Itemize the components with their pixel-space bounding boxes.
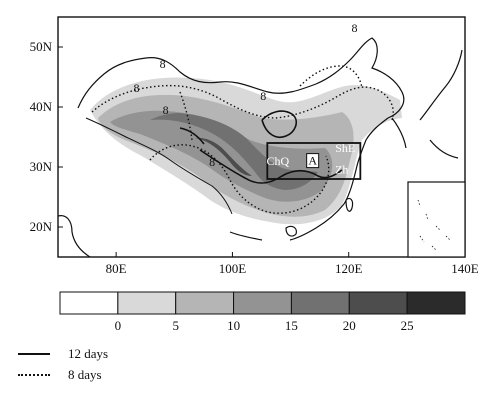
map-content xyxy=(58,37,463,257)
coastline xyxy=(58,37,405,257)
colorbar-label: 20 xyxy=(343,318,356,333)
contour-value-label: 8 xyxy=(160,57,166,71)
contour-labels: 8 8 8 8 8 8 xyxy=(133,21,357,169)
taiwan-island xyxy=(345,197,354,212)
map-frame xyxy=(57,16,466,258)
contour-12-days xyxy=(179,110,343,184)
legend-label-12-days: 12 days xyxy=(68,346,109,361)
legend-item-12-days: 12 days xyxy=(18,346,108,362)
contour-value-label: 8 xyxy=(352,21,358,35)
region-label: A xyxy=(308,154,317,168)
contour-value-label: 8 xyxy=(209,155,215,169)
region-labels: ChQ A ShE Zh xyxy=(266,141,355,177)
colorbar-label: 0 xyxy=(115,318,122,333)
lon-tick-label: 100E xyxy=(219,261,247,276)
analysis-box xyxy=(266,142,362,180)
region-label: ChQ xyxy=(266,154,289,168)
contour-value-label: 8 xyxy=(133,81,139,95)
colorbar-swatch xyxy=(290,291,350,315)
legend-dotted-line-icon xyxy=(18,374,50,376)
lat-tick-label: 20N xyxy=(30,219,53,234)
colorbar-swatch xyxy=(59,291,119,315)
contour-value-label: 8 xyxy=(163,103,169,117)
colorbar: 0 5 10 15 20 25 xyxy=(59,291,466,333)
region-label: ShE xyxy=(335,141,355,155)
region-a-marker xyxy=(306,153,320,169)
shade-darkest xyxy=(195,137,252,176)
axis-ticks: 80E 100E 120E 140E 20N 30N 40N 50N xyxy=(30,39,479,276)
country-border xyxy=(85,117,233,215)
legend-label-8-days: 8 days xyxy=(68,367,102,382)
lat-tick-label: 30N xyxy=(30,159,53,174)
colorbar-swatch xyxy=(348,291,408,315)
lat-tick-label: 50N xyxy=(30,39,53,54)
inset-map xyxy=(407,181,466,258)
colorbar-label: 25 xyxy=(401,318,414,333)
colorbar-label: 10 xyxy=(227,318,240,333)
contour-value-label: 8 xyxy=(260,89,266,103)
colorbar-swatch xyxy=(406,291,466,315)
lon-tick-label: 80E xyxy=(106,261,127,276)
lon-tick-label: 140E xyxy=(451,261,479,276)
lon-tick-label: 120E xyxy=(335,261,363,276)
colorbar-swatch xyxy=(175,291,235,315)
colorbar-label: 15 xyxy=(285,318,298,333)
korea-japan-coast xyxy=(391,49,463,159)
lat-tick-label: 40N xyxy=(30,99,53,114)
legend-item-8-days: 8 days xyxy=(18,367,102,383)
hainan-island xyxy=(285,225,297,237)
legend-solid-line-icon xyxy=(18,353,50,355)
colorbar-swatch xyxy=(233,291,292,315)
colorbar-label: 5 xyxy=(172,318,179,333)
colorbar-swatch xyxy=(117,291,177,315)
region-label: Zh xyxy=(335,163,348,177)
shade-darker xyxy=(150,113,318,190)
contour-8-days xyxy=(91,65,394,214)
